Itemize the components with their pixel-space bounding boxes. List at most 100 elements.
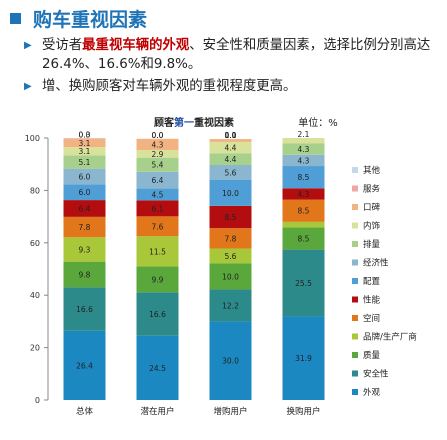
- bar-segment: [209, 164, 252, 180]
- bar-segment: [209, 179, 252, 206]
- bar-segment: [63, 155, 106, 169]
- bar-segment: [63, 237, 106, 262]
- legend-swatch: [352, 333, 358, 340]
- bullet-text-pre: 增、换购顾客对车辆外观的重视程度更高。: [42, 79, 297, 94]
- data-label: 0.0: [225, 131, 237, 140]
- bar-segment: [282, 188, 325, 200]
- data-label: 0.0: [79, 130, 91, 139]
- data-label: 11.5: [149, 247, 166, 256]
- legend-label: 外观: [363, 387, 381, 398]
- stacked-bar-chart: 0 20 40 60 80 100 顾客第一重视因素 单位：% 26.4 16.6 9.8 9.3 7.…: [25, 116, 417, 417]
- bar-segment: [136, 188, 179, 201]
- data-label: 1.1: [225, 131, 237, 140]
- data-label: 3.1: [79, 147, 91, 156]
- data-label: 10.0: [222, 189, 239, 198]
- bar-column: 31.925.58.52.18.54.38.54.34.32.1: [282, 130, 325, 400]
- bullet-text-post: 、安全性和质量因素，选择比例分别高达26.4%、16.6%和9.8%。: [42, 38, 431, 72]
- legend-label: 口碑: [363, 202, 381, 213]
- slide-title: 购车重视因素: [10, 4, 147, 32]
- legend-label: 质量: [363, 350, 381, 361]
- bar-segment: [136, 138, 179, 151]
- data-label: 9.3: [79, 245, 91, 254]
- bar-segment: [136, 216, 179, 237]
- data-label: 16.6: [76, 305, 93, 314]
- legend-swatch: [352, 167, 358, 173]
- data-label: 4.3: [298, 156, 310, 165]
- x-tick-label: 增购用户: [213, 406, 247, 417]
- data-label: 31.9: [295, 354, 312, 363]
- legend-label: 排量: [363, 239, 381, 250]
- bar-segment: [63, 330, 106, 400]
- bar-segment: [136, 171, 179, 189]
- bar-column: 24.516.69.911.57.66.14.56.45.42.94.30.00…: [136, 131, 179, 400]
- data-label: 9.9: [152, 275, 164, 284]
- data-label: 4.3: [298, 145, 310, 154]
- data-label: 5.1: [79, 158, 91, 167]
- bar-segment: [63, 287, 106, 331]
- legend-label: 经济性: [363, 258, 389, 269]
- data-label: 6.0: [79, 188, 91, 197]
- bullet-item-2: ▶ 增、换购顾客对车辆外观的重视程度更高。: [24, 77, 442, 96]
- bar-segment: [136, 292, 179, 336]
- bullet-list: ▶ 受访者最重视车辆的外观、安全性和质量因素，选择比例分别高达26.4%、16.6…: [24, 36, 442, 99]
- bullet-item-1: ▶ 受访者最重视车辆的外观、安全性和质量因素，选择比例分别高达26.4%、16.6…: [24, 36, 442, 74]
- page-title: 购车重视因素: [33, 8, 148, 31]
- data-label: 10.0: [222, 272, 239, 281]
- data-label: 8.5: [298, 173, 310, 182]
- bar-segment: [136, 236, 179, 267]
- x-tick-label: 总体: [76, 406, 94, 417]
- data-label: 2.1: [298, 130, 310, 139]
- legend-swatch: [352, 389, 358, 395]
- data-label: 2.9: [152, 150, 164, 159]
- legend-label: 配置: [363, 277, 381, 287]
- data-label: 4.3: [298, 190, 310, 199]
- bar-segment: [282, 199, 325, 222]
- data-label: 5.6: [225, 252, 237, 261]
- data-label: 8.5: [298, 207, 310, 216]
- bar-segment: [209, 321, 252, 400]
- data-label: 24.5: [149, 364, 166, 373]
- data-label: 6.4: [152, 176, 164, 185]
- bar-segment: [282, 143, 325, 155]
- x-tick-label: 换购用户: [286, 406, 320, 417]
- y-tick-label: 80: [30, 186, 40, 195]
- bar-segment: [63, 216, 106, 238]
- data-label: 25.5: [295, 279, 312, 288]
- bar-segment: [136, 157, 179, 172]
- data-label: 26.4: [76, 361, 93, 370]
- data-label: 16.6: [149, 310, 166, 319]
- legend-label: 安全性: [363, 369, 389, 380]
- data-label: 30.0: [222, 357, 239, 366]
- legend-swatch: [352, 204, 358, 210]
- bar-segment: [282, 227, 325, 250]
- bar-column: 30.0 12.2 10.0 5.6 7.8 8.5 10.0 5.6 4.4 4.4 1.10.0…: [209, 131, 252, 400]
- legend-swatch: [352, 296, 358, 303]
- bar-column: 26.416.69.89.37.86.46.06.05.13.13.10.30.…: [63, 130, 106, 400]
- bar-segment: [209, 153, 252, 165]
- data-label: 0.0: [152, 131, 164, 140]
- bar-segment: [136, 266, 179, 293]
- bullet-text-pre: 受访者: [42, 38, 83, 53]
- bar-segment: [209, 263, 252, 290]
- bar-segment: [136, 335, 179, 400]
- data-label: 5.4: [152, 161, 164, 170]
- legend-label: 性能: [363, 295, 381, 306]
- y-tick-label: 60: [30, 239, 40, 248]
- bar-segment: [282, 154, 325, 167]
- data-label: 5.6: [225, 168, 237, 177]
- data-label: 0.0: [225, 131, 237, 140]
- data-label: 9.8: [79, 271, 91, 280]
- unit-label: 单位：%: [298, 116, 338, 129]
- data-label: 3.1: [79, 139, 91, 148]
- legend-label: 其他: [363, 165, 381, 176]
- chart-title-part: 第一: [174, 116, 194, 129]
- bullet-highlight: 最重视车辆的外观: [82, 38, 190, 53]
- bar-segment: [136, 150, 179, 158]
- data-label: 4.4: [225, 144, 237, 153]
- triangle-bullet-icon: ▶: [24, 81, 32, 92]
- legend-swatch: [352, 352, 358, 358]
- bar-segment: [209, 289, 252, 322]
- legend-swatch: [352, 259, 358, 266]
- chart-title: 顾客第一重视因素: [154, 116, 234, 129]
- data-label: 4.5: [152, 190, 164, 199]
